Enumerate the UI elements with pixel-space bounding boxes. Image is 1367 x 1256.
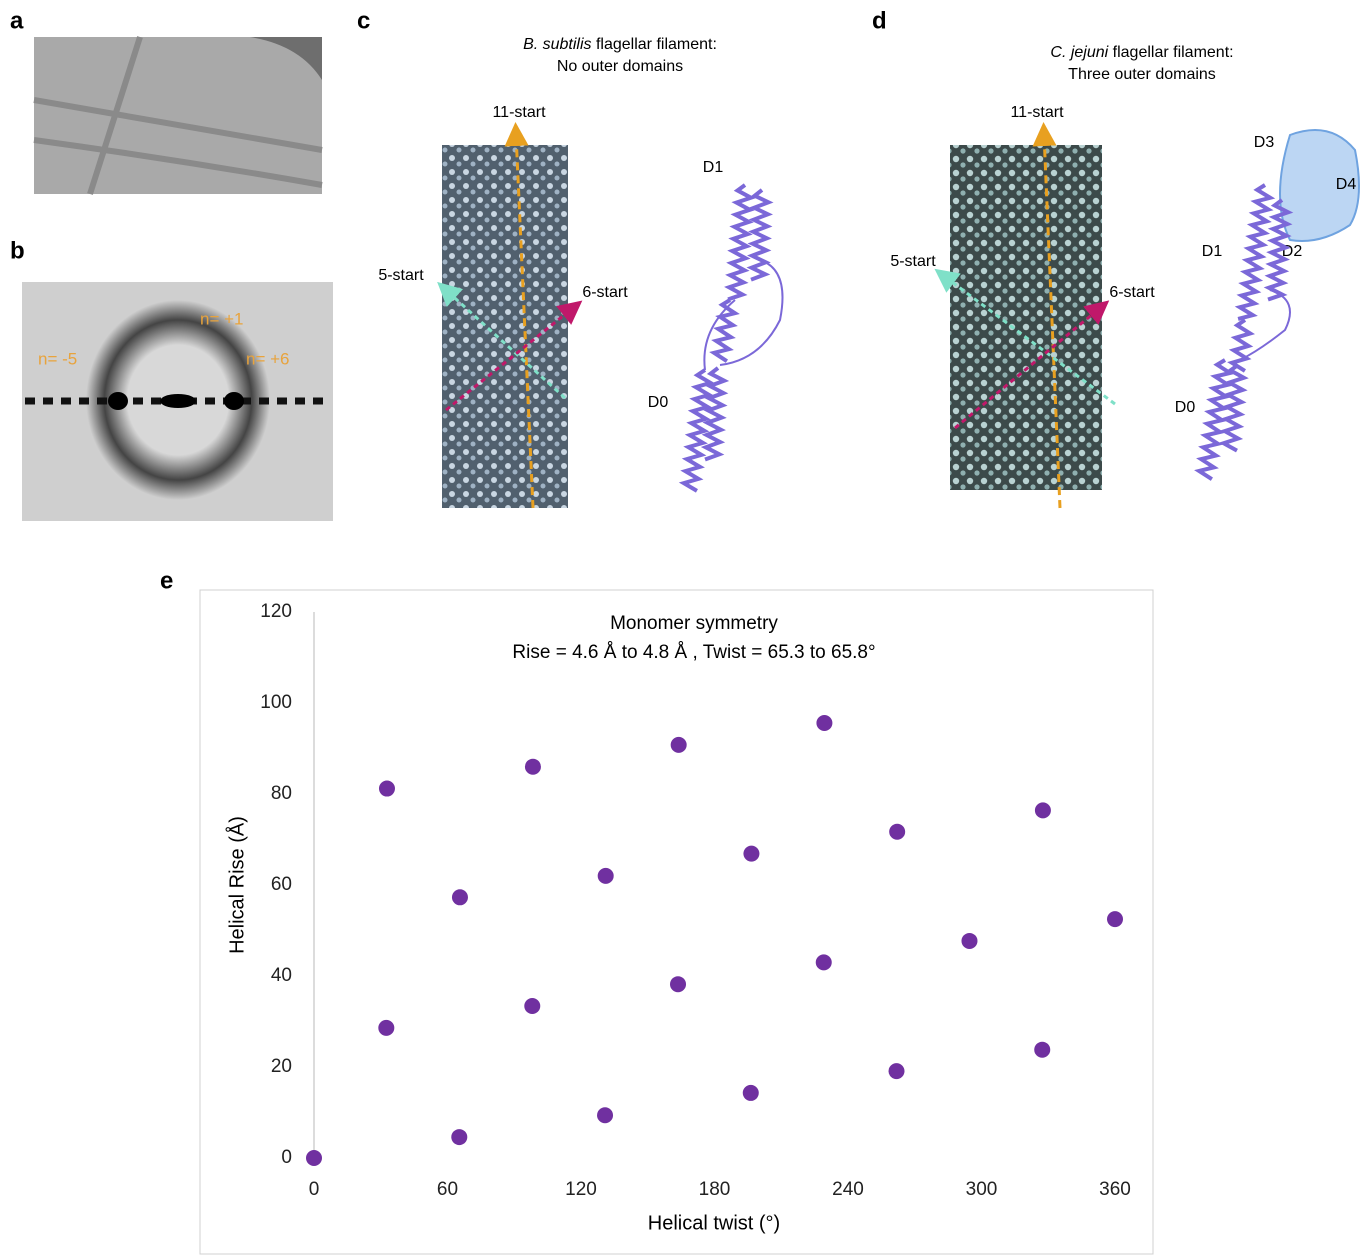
point bbox=[451, 1129, 468, 1146]
filaments bbox=[33, 36, 323, 195]
micrograph bbox=[34, 37, 322, 194]
chart-title: Monomer symmetry bbox=[610, 613, 778, 634]
x-tick-label: 360 bbox=[1099, 1179, 1131, 1200]
protein-helix bbox=[1218, 363, 1249, 453]
panel-title: C. jejuni flagellar filament: bbox=[1050, 44, 1233, 61]
arrow-label: 11-start bbox=[1010, 104, 1064, 121]
panel-title: B. subtilis flagellar filament: bbox=[523, 36, 717, 53]
y-tick-label: 20 bbox=[271, 1056, 292, 1077]
protein-helix bbox=[1227, 318, 1255, 373]
point bbox=[961, 932, 978, 949]
point bbox=[524, 758, 541, 775]
domain-label: D1 bbox=[1202, 243, 1223, 260]
protein-helix bbox=[678, 368, 716, 493]
point bbox=[670, 736, 687, 753]
point bbox=[524, 998, 541, 1015]
panel-label: c bbox=[357, 7, 370, 34]
point bbox=[306, 1150, 322, 1166]
layer-line-label: n= +1 bbox=[200, 309, 244, 328]
point bbox=[889, 823, 906, 840]
arrow-label: 6-start bbox=[1109, 284, 1155, 301]
chart-frame bbox=[199, 589, 1154, 1255]
protein-helix bbox=[1194, 358, 1235, 481]
filament-map bbox=[442, 145, 568, 508]
point bbox=[378, 780, 395, 797]
x-tick-label: 180 bbox=[699, 1179, 731, 1200]
x-tick-label: 300 bbox=[966, 1179, 998, 1200]
micrograph-edge bbox=[250, 37, 322, 80]
point bbox=[743, 845, 760, 862]
arrow-label: 6-start bbox=[582, 284, 628, 301]
arrow-6-start bbox=[954, 300, 1110, 430]
domain-label: D0 bbox=[648, 394, 669, 411]
arrow-6-start bbox=[445, 300, 583, 412]
point bbox=[742, 1084, 759, 1101]
x-tick-label: 60 bbox=[437, 1179, 458, 1200]
point bbox=[815, 954, 832, 971]
protein-helix bbox=[709, 298, 740, 363]
panel-subtitle: Three outer domains bbox=[1068, 66, 1216, 83]
y-tick-label: 100 bbox=[260, 692, 292, 713]
species: B. subtilis bbox=[523, 36, 591, 53]
arrow-label: 5-start bbox=[890, 253, 936, 270]
point bbox=[1107, 911, 1123, 928]
x-tick-label: 240 bbox=[832, 1179, 864, 1200]
x-tick-label: 0 bbox=[309, 1179, 320, 1200]
arrow-11-start bbox=[1032, 122, 1062, 509]
spot bbox=[224, 392, 244, 410]
filament-map bbox=[950, 145, 1102, 490]
panel-label: d bbox=[872, 7, 887, 34]
x-tick-label: 120 bbox=[565, 1179, 597, 1200]
title-rest: flagellar filament: bbox=[1108, 44, 1233, 61]
point bbox=[816, 715, 833, 732]
protein-helix bbox=[700, 366, 730, 462]
protein-loop bbox=[703, 259, 784, 371]
y-tick-label: 120 bbox=[260, 601, 292, 622]
protein-loop bbox=[1239, 289, 1291, 361]
panel-label: a bbox=[10, 7, 24, 34]
chart-subtitle: Rise = 4.6 Å to 4.8 Å , Twist = 65.3 to … bbox=[512, 642, 875, 663]
arrow-label: 11-start bbox=[492, 104, 546, 121]
y-axis-label: Helical Rise (Å) bbox=[225, 816, 248, 954]
domain-label: D1 bbox=[703, 159, 724, 176]
protein-helix bbox=[746, 188, 774, 282]
point bbox=[378, 1019, 395, 1036]
y-tick-label: 40 bbox=[271, 965, 292, 986]
title-rest: flagellar filament: bbox=[592, 36, 717, 53]
point bbox=[1034, 1041, 1051, 1058]
arrow-11-start bbox=[504, 122, 535, 509]
point bbox=[888, 1063, 905, 1080]
panel-label: e bbox=[160, 567, 173, 594]
domain-label: D4 bbox=[1336, 176, 1357, 193]
y-tick-label: 80 bbox=[271, 783, 292, 804]
panel-subtitle: No outer domains bbox=[557, 58, 683, 75]
protein-helix bbox=[1263, 198, 1294, 302]
outer-domains bbox=[1279, 129, 1360, 242]
point bbox=[670, 976, 687, 993]
spot bbox=[160, 394, 196, 408]
y-tick-label: 0 bbox=[281, 1147, 292, 1168]
point bbox=[597, 867, 614, 884]
species: C. jejuni bbox=[1050, 44, 1108, 61]
panel-label: b bbox=[10, 237, 25, 264]
x-axis-label: Helical twist (°) bbox=[648, 1212, 780, 1234]
domain-label: D0 bbox=[1175, 399, 1196, 416]
point bbox=[597, 1107, 614, 1124]
layer-line-label: n= +6 bbox=[246, 349, 290, 368]
protein-helix bbox=[724, 183, 756, 302]
point bbox=[451, 889, 468, 906]
y-tick-label: 60 bbox=[271, 874, 292, 895]
arrow-label: 5-start bbox=[378, 267, 424, 284]
point bbox=[1034, 802, 1051, 819]
domain-label: D3 bbox=[1254, 134, 1275, 151]
protein-helix bbox=[1234, 183, 1276, 321]
layer-line-label: n= -5 bbox=[38, 349, 77, 368]
spot bbox=[108, 392, 128, 410]
